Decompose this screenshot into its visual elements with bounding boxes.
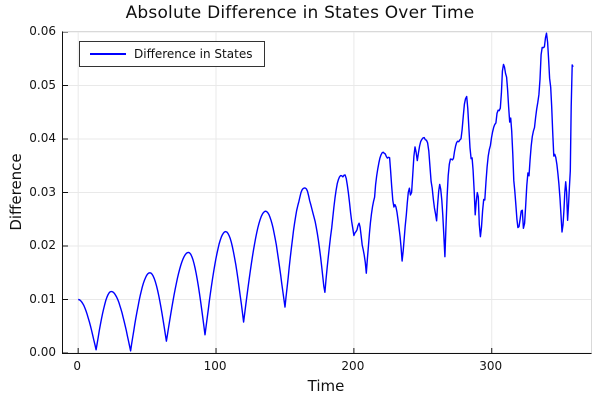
x-tick-label: 200 — [341, 359, 365, 373]
legend-line-sample — [90, 53, 126, 55]
chart-title: Absolute Difference in States Over Time — [125, 3, 475, 23]
y-tick-label: 0.03 — [29, 184, 56, 199]
y-tick-label: 0.01 — [29, 291, 56, 306]
y-tick-label: 0.06 — [29, 24, 56, 38]
y-tick-label: 0.05 — [29, 77, 56, 92]
x-axis-label: Time — [307, 377, 345, 395]
legend: Difference in States — [79, 41, 266, 67]
y-tick-label: 0.02 — [29, 238, 56, 252]
x-tick-label: 0 — [73, 359, 81, 373]
legend-label: Difference in States — [134, 47, 253, 61]
y-tick-label: 0.00 — [29, 345, 56, 359]
plot-area: Difference in States — [62, 31, 592, 354]
x-tick-label: 300 — [479, 359, 503, 373]
y-tick-label: 0.04 — [29, 131, 56, 145]
x-tick-label: 100 — [203, 359, 227, 373]
line-plot-svg — [63, 32, 591, 353]
